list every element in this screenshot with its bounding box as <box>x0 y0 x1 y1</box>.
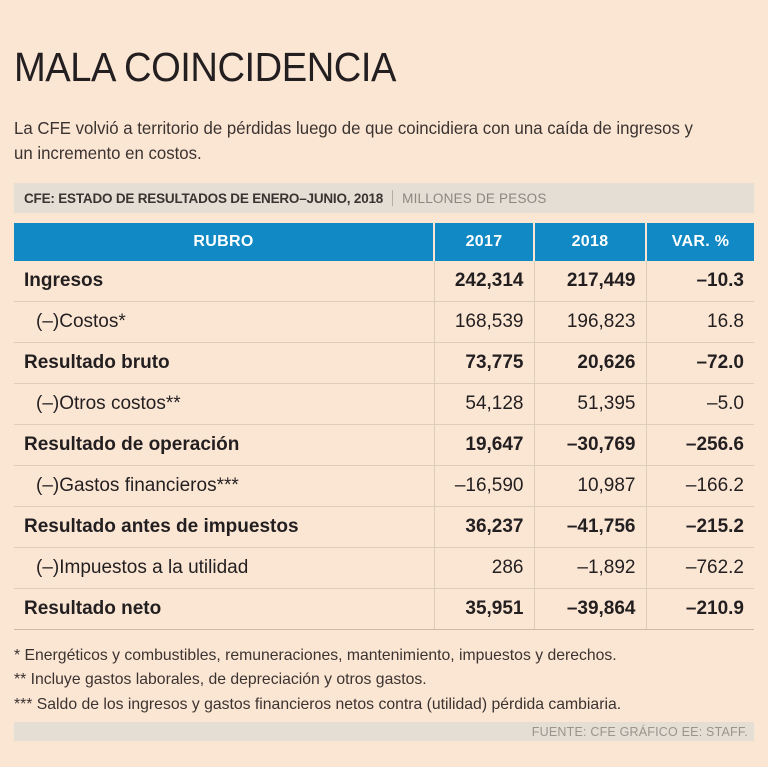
table-row: (–)Impuestos a la utilidad 286 –1,892 –762.… <box>14 547 754 590</box>
cell-2017: 19,647 <box>433 424 534 467</box>
intro-paragraph: La CFE volvió a territorio de pérdidas l… <box>14 117 693 163</box>
table-row: Resultado antes de impuestos 36,237 –41,75… <box>14 506 754 549</box>
table-row: (–)Costos* 168,539 196,823 16.8 <box>14 301 754 344</box>
table-row: (–)Otros costos** 54,128 51,395 –5.0 <box>14 383 754 426</box>
table-body: Ingresos 242,314 217,449 –10.3 (–)Costos* 168… <box>14 261 754 631</box>
table-row: Resultado neto 35,951 –39,864 –210.9 <box>14 588 754 631</box>
footnote: ** Incluye gastos laborales, de deprecia… <box>14 671 427 689</box>
cell-var: –762.2 <box>645 547 754 590</box>
cell-2017: 54,128 <box>433 383 534 426</box>
table-row: Ingresos 242,314 217,449 –10.3 <box>14 261 754 303</box>
cell-var: –210.9 <box>645 588 754 631</box>
cell-var: –5.0 <box>645 383 754 426</box>
cell-var: 16.8 <box>645 301 754 344</box>
cell-2018: –39,864 <box>533 588 646 631</box>
table-row: (–)Gastos financieros*** –16,590 10,987 –16… <box>14 465 754 508</box>
page-title: MALA COINCIDENCIA <box>14 44 396 91</box>
source-credit: FUENTE: CFE GRÁFICO EE: STAFF. <box>531 724 748 739</box>
cell-rubro: (–)Costos* <box>14 301 434 344</box>
footnote: * Energéticos y combustibles, remuneraci… <box>14 647 617 665</box>
cell-2017: 168,539 <box>433 301 534 344</box>
cell-2018: 10,987 <box>533 465 646 508</box>
cell-2017: 286 <box>433 547 534 590</box>
table-header: RUBRO 2017 2018 VAR. % <box>14 223 754 262</box>
column-header-2018: 2018 <box>533 223 646 262</box>
cell-rubro: Resultado bruto <box>14 342 434 385</box>
cell-2018: 217,449 <box>533 261 646 303</box>
cell-2018: –41,756 <box>533 506 646 549</box>
table-caption-units: MILLONES DE PESOS <box>402 190 547 206</box>
source-band: FUENTE: CFE GRÁFICO EE: STAFF. <box>14 722 754 742</box>
cell-2018: –1,892 <box>533 547 646 590</box>
cell-2018: 51,395 <box>533 383 646 426</box>
cell-2018: 196,823 <box>533 301 646 344</box>
cell-rubro: Resultado neto <box>14 588 434 631</box>
cell-2017: –16,590 <box>433 465 534 508</box>
cell-var: –215.2 <box>645 506 754 549</box>
table-row: Resultado bruto 73,775 20,626 –72.0 <box>14 342 754 385</box>
cell-rubro: (–)Impuestos a la utilidad <box>14 547 434 590</box>
infographic-page: MALA COINCIDENCIA La CFE volvió a territ… <box>0 27 768 767</box>
cell-2017: 35,951 <box>433 588 534 631</box>
cell-rubro: Ingresos <box>14 261 434 303</box>
cell-2017: 73,775 <box>433 342 534 385</box>
column-header-2017: 2017 <box>433 223 534 262</box>
cell-2018: –30,769 <box>533 424 646 467</box>
results-table: RUBRO 2017 2018 VAR. % Ingresos 242,314 21… <box>14 223 754 631</box>
cell-rubro: (–)Gastos financieros*** <box>14 465 434 508</box>
table-caption-band: CFE: ESTADO DE RESULTADOS DE ENERO–JUNIO… <box>14 183 754 214</box>
cell-var: –256.6 <box>645 424 754 467</box>
column-header-rubro: RUBRO <box>14 223 434 262</box>
table-row: Resultado de operación 19,647 –30,769 –256.… <box>14 424 754 467</box>
footnotes-block: * Energéticos y combustibles, remuneraci… <box>14 644 754 717</box>
cell-rubro: Resultado de operación <box>14 424 434 467</box>
cell-var: –72.0 <box>645 342 754 385</box>
table-header-row: RUBRO 2017 2018 VAR. % <box>14 223 754 262</box>
cell-2017: 242,314 <box>433 261 534 303</box>
cell-2018: 20,626 <box>533 342 646 385</box>
footnote: *** Saldo de los ingresos y gastos finan… <box>14 695 622 713</box>
cell-2017: 36,237 <box>433 506 534 549</box>
cell-var: –10.3 <box>645 261 754 303</box>
table-caption-title: CFE: ESTADO DE RESULTADOS DE ENERO–JUNIO… <box>24 190 384 206</box>
cell-rubro: (–)Otros costos** <box>14 383 434 426</box>
column-header-var: VAR. % <box>645 223 754 262</box>
cell-rubro: Resultado antes de impuestos <box>14 506 434 549</box>
cell-var: –166.2 <box>645 465 754 508</box>
caption-divider <box>392 190 394 207</box>
